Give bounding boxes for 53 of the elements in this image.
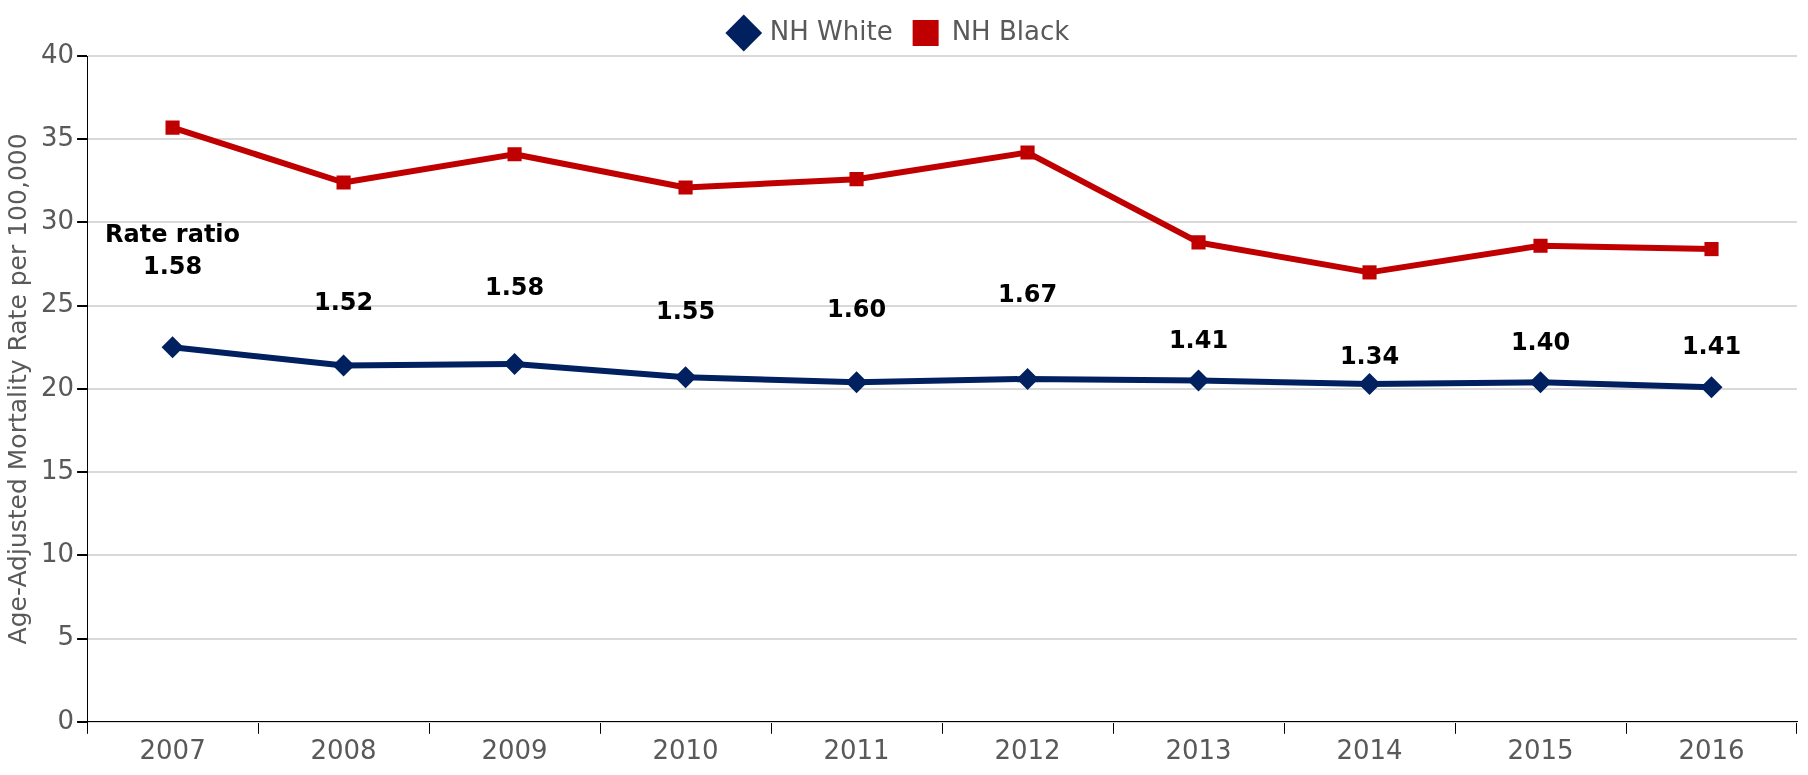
point: [1700, 376, 1723, 399]
point: [161, 336, 184, 359]
x-tick-label: 2013: [1165, 735, 1232, 766]
y-tick-label: 5: [57, 621, 75, 652]
point: [1358, 372, 1381, 395]
x-tick-label: 2009: [481, 735, 548, 766]
point: [1529, 371, 1552, 394]
point: [1016, 367, 1039, 390]
annotation: Rate ratio: [105, 219, 241, 248]
x-tick-label: 2010: [652, 735, 719, 766]
point: [1362, 265, 1377, 280]
x-tick-label: 2015: [1507, 735, 1574, 766]
x-tick-label: 2008: [310, 735, 377, 766]
point: [1191, 235, 1206, 250]
annotation: 1.58: [142, 251, 203, 280]
point: [507, 147, 522, 162]
point: [1187, 369, 1210, 392]
point: [336, 175, 351, 190]
y-tick-label: 25: [40, 288, 75, 319]
annotation: 1.40: [1510, 328, 1571, 357]
annotation: 1.58: [484, 273, 545, 302]
y-tick-label: 10: [40, 538, 75, 569]
legend-label: NH White: [769, 15, 893, 46]
x-tick-label: 2014: [1336, 735, 1403, 766]
annotation: 1.60: [826, 294, 887, 323]
x-tick-label: 2012: [994, 735, 1061, 766]
y-tick-label: 40: [40, 38, 75, 69]
y-tick-label: 20: [40, 371, 75, 402]
point: [849, 172, 864, 187]
annotation: 1.55: [655, 296, 716, 325]
point: [1704, 242, 1719, 257]
y-tick-label: 15: [40, 454, 75, 485]
point: [332, 354, 355, 377]
annotation: 1.67: [997, 279, 1058, 308]
x-tick-label: 2007: [139, 735, 206, 766]
x-tick-label: 2011: [823, 735, 890, 766]
annotation: 1.34: [1339, 342, 1400, 371]
y-axis-title: Age-Adjusted Mortality Rate per 100,000: [2, 133, 32, 645]
y-tick-label: 30: [40, 205, 75, 236]
point: [1020, 145, 1035, 160]
point: [845, 371, 868, 394]
point: [503, 352, 526, 375]
point: [674, 366, 697, 389]
annotation: 1.41: [1168, 325, 1229, 354]
point: [165, 120, 180, 135]
point: [1533, 238, 1548, 253]
y-tick-label: 35: [40, 121, 75, 152]
legend-label: NH Black: [951, 15, 1070, 46]
annotation: 1.52: [313, 288, 374, 317]
annotation: 1.41: [1681, 332, 1742, 361]
y-tick-label: 0: [57, 704, 75, 735]
x-tick-label: 2016: [1678, 735, 1745, 766]
point: [678, 180, 693, 195]
